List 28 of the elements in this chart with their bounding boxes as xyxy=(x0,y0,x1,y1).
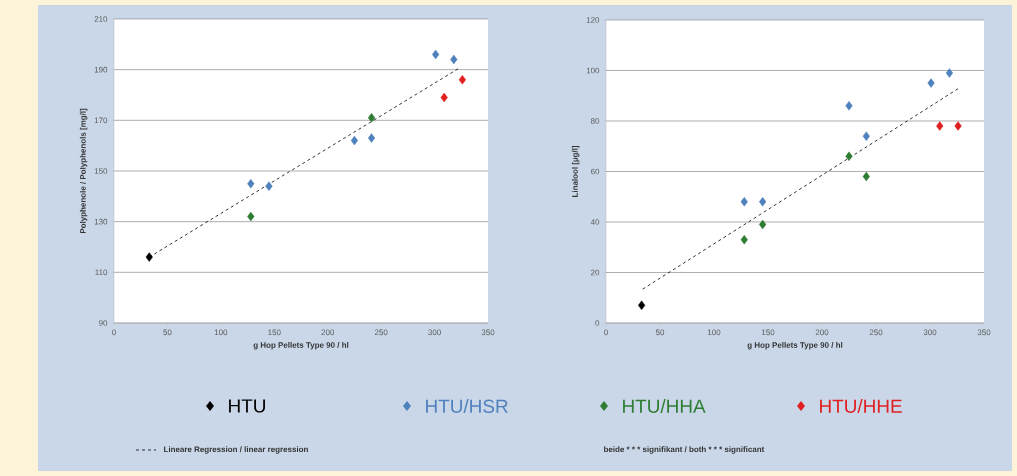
point xyxy=(740,234,748,245)
point xyxy=(247,211,255,222)
point xyxy=(367,133,376,143)
legend-label: HTU xyxy=(229,399,265,413)
point xyxy=(458,75,466,85)
point xyxy=(862,131,870,141)
point xyxy=(759,219,767,230)
point xyxy=(936,121,944,131)
point xyxy=(350,135,359,146)
point xyxy=(450,54,458,65)
point xyxy=(954,121,962,131)
legend-label: HTU/HHA xyxy=(623,399,706,413)
point xyxy=(945,68,954,78)
point xyxy=(845,101,853,111)
point xyxy=(862,171,870,182)
point xyxy=(740,197,748,207)
point xyxy=(247,178,255,189)
point xyxy=(845,151,853,162)
point xyxy=(440,92,448,103)
point xyxy=(432,49,440,60)
point xyxy=(638,300,646,311)
point xyxy=(265,181,273,191)
point xyxy=(759,197,767,207)
legend-label: HTU/HSR xyxy=(426,399,508,413)
point xyxy=(927,78,935,88)
legend-label: HTU/HHE xyxy=(820,399,902,413)
point xyxy=(367,113,376,123)
point xyxy=(145,252,153,262)
